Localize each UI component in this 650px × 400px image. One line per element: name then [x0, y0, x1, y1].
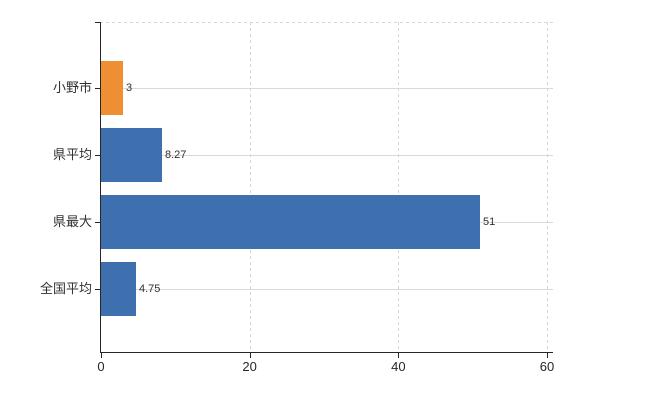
bar-県平均: [101, 128, 162, 182]
y-tick-2: [95, 222, 100, 223]
y-axis-end-tick: [95, 22, 100, 23]
category-gridline: [101, 289, 553, 290]
x-tick-60: [547, 353, 548, 358]
value-label-全国平均: 4.75: [139, 283, 161, 295]
category-label-全国平均: 全国平均: [39, 281, 92, 296]
x-tick-0: [101, 353, 102, 358]
y-tick-0: [95, 88, 100, 89]
x-tick-40: [398, 353, 400, 358]
category-gridline: [101, 155, 553, 156]
x-tick-label-60: 60: [539, 359, 555, 374]
category-gridline: [101, 88, 553, 89]
x-tick-label-0: 0: [97, 359, 105, 374]
x-gridline-60: [547, 22, 548, 353]
bar-小野市: [101, 61, 123, 115]
y-axis-line: [100, 22, 101, 353]
x-gridline-20: [249, 22, 251, 353]
category-label-小野市: 小野市: [52, 80, 92, 95]
plot-area: 3 8.27 51 4.75: [95, 22, 553, 358]
x-gridline-40: [398, 22, 400, 353]
value-label-県平均: 8.27: [165, 149, 187, 161]
x-tick-label-40: 40: [391, 359, 406, 374]
x-axis-line: [100, 352, 553, 353]
bar-県最大: [101, 195, 480, 249]
x-tick-label-20: 20: [242, 359, 257, 374]
y-tick-1: [95, 155, 100, 156]
bar-全国平均: [101, 262, 136, 316]
x-tick-20: [249, 353, 251, 358]
plot-top-border: [100, 22, 553, 23]
category-label-県平均: 県平均: [52, 147, 92, 162]
y-tick-3: [95, 289, 100, 290]
value-label-小野市: 3: [126, 82, 133, 94]
category-label-県最大: 県最大: [52, 214, 92, 229]
value-label-県最大: 51: [483, 216, 496, 228]
